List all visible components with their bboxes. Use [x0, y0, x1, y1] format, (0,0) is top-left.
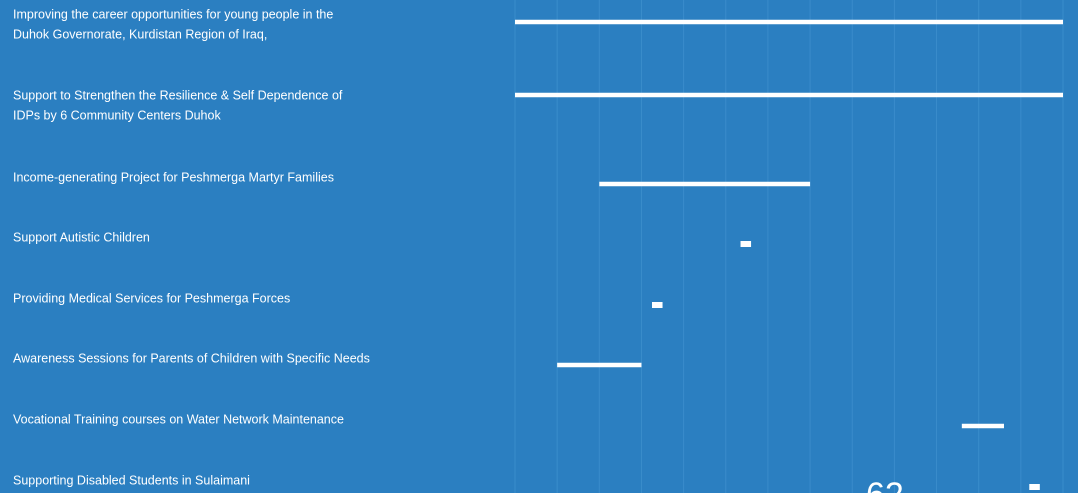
task-label: Awareness Sessions for Parents of Childr… [13, 351, 370, 365]
bar [961, 423, 1004, 429]
task-label: Improving the career opportunities for y… [13, 7, 333, 21]
task-label: Vocational Training courses on Water Net… [13, 412, 344, 426]
annotation: 62 [866, 476, 904, 493]
bar [515, 19, 1063, 25]
bar [599, 181, 811, 187]
task-label: Providing Medical Services for Peshmerga… [13, 291, 290, 305]
bar [515, 92, 1063, 98]
bar [1029, 484, 1040, 490]
task-label: IDPs by 6 Community Centers Duhok [13, 108, 221, 122]
bar [557, 362, 642, 368]
task-label: Income-generating Project for Peshmerga … [13, 170, 334, 184]
task-label: Support Autistic Children [13, 230, 150, 244]
bar [652, 302, 663, 308]
task-label: Support to Strengthen the Resilience & S… [13, 88, 343, 102]
task-label: Supporting Disabled Students in Sulaiman… [13, 473, 250, 487]
task-label: Duhok Governorate, Kurdistan Region of I… [13, 27, 267, 41]
bar [740, 241, 752, 247]
